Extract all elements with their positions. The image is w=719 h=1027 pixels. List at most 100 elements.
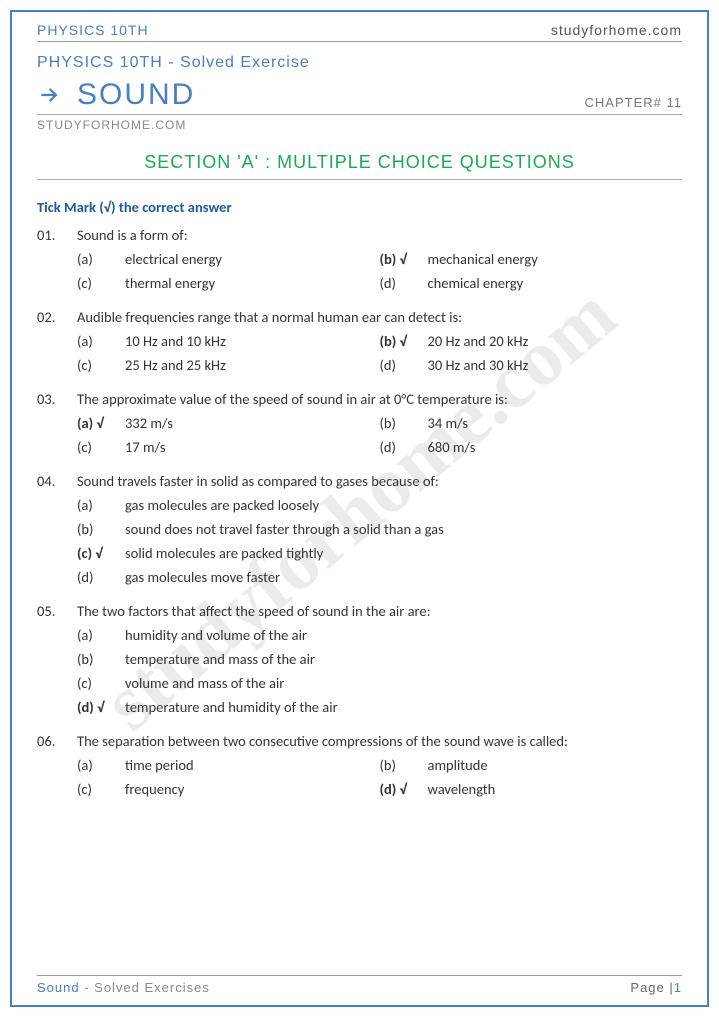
option-label: (d): [380, 356, 428, 374]
footer-topic: Sound: [37, 980, 80, 995]
option: (c) √solid molecules are packed tightly: [77, 544, 682, 562]
option: (a)humidity and volume of the air: [77, 626, 682, 644]
question-text: Sound is a form of:: [77, 226, 682, 244]
option-label: (a): [77, 626, 125, 644]
question-number: 02.: [37, 308, 77, 326]
question-number: 01.: [37, 226, 77, 244]
question-row: 03.The approximate value of the speed of…: [37, 390, 682, 408]
chapter-label: CHAPTER# 11: [585, 95, 682, 112]
option: (d)680 m/s: [380, 438, 683, 456]
header-row: PHYSICS 10TH studyforhome.com: [37, 22, 682, 42]
question-row: 06.The separation between two consecutiv…: [37, 732, 682, 750]
option-text: sound does not travel faster through a s…: [125, 520, 682, 538]
title-row: SOUND CHAPTER# 11: [37, 78, 682, 112]
option-text: 332 m/s: [125, 414, 380, 432]
question-row: 05.The two factors that affect the speed…: [37, 602, 682, 620]
option-label: (d) √: [77, 698, 125, 716]
option: (a)10 Hz and 10 kHz: [77, 332, 380, 350]
option-text: humidity and volume of the air: [125, 626, 682, 644]
question: 02.Audible frequencies range that a norm…: [37, 308, 682, 374]
option: (d)chemical energy: [380, 274, 683, 292]
page-container: studyforhome.com PHYSICS 10TH studyforho…: [10, 10, 709, 1007]
option-text: gas molecules move faster: [125, 568, 682, 586]
option-text: thermal energy: [125, 274, 380, 292]
option-label: (a): [77, 756, 125, 774]
option-text: frequency: [125, 780, 380, 798]
footer-subtitle: - Solved Exercises: [80, 980, 210, 995]
question-text: Audible frequencies range that a normal …: [77, 308, 682, 326]
option-text: electrical energy: [125, 250, 380, 268]
question-row: 01.Sound is a form of:: [37, 226, 682, 244]
option-label: (b): [380, 756, 428, 774]
option-text: temperature and mass of the air: [125, 650, 682, 668]
questions-list: 01.Sound is a form of:(a)electrical ener…: [37, 226, 682, 798]
instruction: Tick Mark (√) the correct answer: [37, 198, 682, 216]
option-label: (a) √: [77, 414, 125, 432]
option: (b) √mechanical energy: [380, 250, 683, 268]
option-label: (c): [77, 780, 125, 798]
options: (a)humidity and volume of the air(b)temp…: [77, 626, 682, 716]
option: (a) √332 m/s: [77, 414, 380, 432]
option-label: (d) √: [380, 780, 428, 798]
question-text: The two factors that affect the speed of…: [77, 602, 682, 620]
option: (c)frequency: [77, 780, 380, 798]
options: (a)time period(b)amplitude(c)frequency(d…: [77, 756, 682, 798]
option-label: (a): [77, 332, 125, 350]
question: 01.Sound is a form of: (a)electrical ener…: [37, 226, 682, 292]
page-title: SOUND: [77, 78, 195, 112]
option-text: 10 Hz and 10 kHz: [125, 332, 380, 350]
option-label: (b): [77, 520, 125, 538]
option: (a)time period: [77, 756, 380, 774]
option-text: 17 m/s: [125, 438, 380, 456]
option-label: (c) √: [77, 544, 125, 562]
option-label: (b): [77, 650, 125, 668]
option: (d)30 Hz and 30 kHz: [380, 356, 683, 374]
section-heading: SECTION 'A' : MULTIPLE CHOICE QUESTIONS: [37, 152, 682, 180]
footer-left: Sound - Solved Exercises: [37, 980, 210, 995]
title-left: SOUND: [37, 78, 195, 112]
question-number: 04.: [37, 472, 77, 490]
option-label: (a): [77, 250, 125, 268]
option-text: temperature and humidity of the air: [125, 698, 682, 716]
option: (c)25 Hz and 25 kHz: [77, 356, 380, 374]
option: (c)thermal energy: [77, 274, 380, 292]
option: (b)temperature and mass of the air: [77, 650, 682, 668]
option-label: (d): [380, 274, 428, 292]
option-text: chemical energy: [428, 274, 683, 292]
question-text: Sound travels faster in solid as compare…: [77, 472, 682, 490]
option-label: (d): [77, 568, 125, 586]
option-text: mechanical energy: [428, 250, 683, 268]
question-row: 02.Audible frequencies range that a norm…: [37, 308, 682, 326]
option-label: (c): [77, 438, 125, 456]
option-label: (c): [77, 274, 125, 292]
option-text: volume and mass of the air: [125, 674, 682, 692]
option: (c)17 m/s: [77, 438, 380, 456]
arrow-right-icon: [37, 82, 63, 108]
option-text: wavelength: [428, 780, 683, 798]
question-text: The separation between two consecutive c…: [77, 732, 682, 750]
header-right: studyforhome.com: [551, 22, 682, 38]
option: (b)amplitude: [380, 756, 683, 774]
question-text: The approximate value of the speed of so…: [77, 390, 682, 408]
option: (d) √temperature and humidity of the air: [77, 698, 682, 716]
option: (d) √wavelength: [380, 780, 683, 798]
option-label: (b) √: [380, 250, 428, 268]
question-row: 04.Sound travels faster in solid as comp…: [37, 472, 682, 490]
header-left: PHYSICS 10TH: [37, 22, 149, 38]
option: (b)sound does not travel faster through …: [77, 520, 682, 538]
footer-right: Page |1: [630, 980, 682, 995]
content: PHYSICS 10TH studyforhome.com PHYSICS 10…: [37, 22, 682, 798]
option: (a)gas molecules are packed loosely: [77, 496, 682, 514]
option: (b) √20 Hz and 20 kHz: [380, 332, 683, 350]
option-label: (b) √: [380, 332, 428, 350]
question-number: 06.: [37, 732, 77, 750]
options: (a)gas molecules are packed loosely(b)so…: [77, 496, 682, 586]
option-text: 25 Hz and 25 kHz: [125, 356, 380, 374]
option: (b)34 m/s: [380, 414, 683, 432]
option-text: 30 Hz and 30 kHz: [428, 356, 683, 374]
question-number: 03.: [37, 390, 77, 408]
option-text: gas molecules are packed loosely: [125, 496, 682, 514]
option-label: (a): [77, 496, 125, 514]
question: 04.Sound travels faster in solid as comp…: [37, 472, 682, 586]
option-label: (c): [77, 674, 125, 692]
